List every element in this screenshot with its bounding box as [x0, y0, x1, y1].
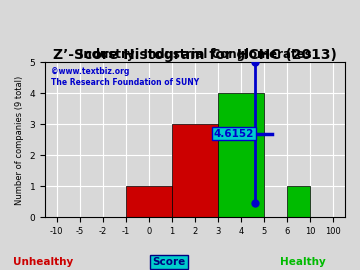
Text: Unhealthy: Unhealthy — [13, 257, 73, 267]
Text: Score: Score — [153, 257, 186, 267]
Text: ©www.textbiz.org
The Research Foundation of SUNY: ©www.textbiz.org The Research Foundation… — [51, 67, 199, 86]
Text: 4.6152: 4.6152 — [214, 129, 254, 139]
Y-axis label: Number of companies (9 total): Number of companies (9 total) — [15, 75, 24, 205]
Title: Z’-Score Histogram for HCHC (2013): Z’-Score Histogram for HCHC (2013) — [53, 49, 337, 62]
Bar — [172, 124, 218, 217]
Text: Healthy: Healthy — [279, 257, 325, 267]
Bar — [287, 186, 310, 217]
Text: Industry: Industrial Conglomerates: Industry: Industrial Conglomerates — [79, 48, 311, 61]
Bar — [126, 186, 172, 217]
Bar — [218, 93, 264, 217]
